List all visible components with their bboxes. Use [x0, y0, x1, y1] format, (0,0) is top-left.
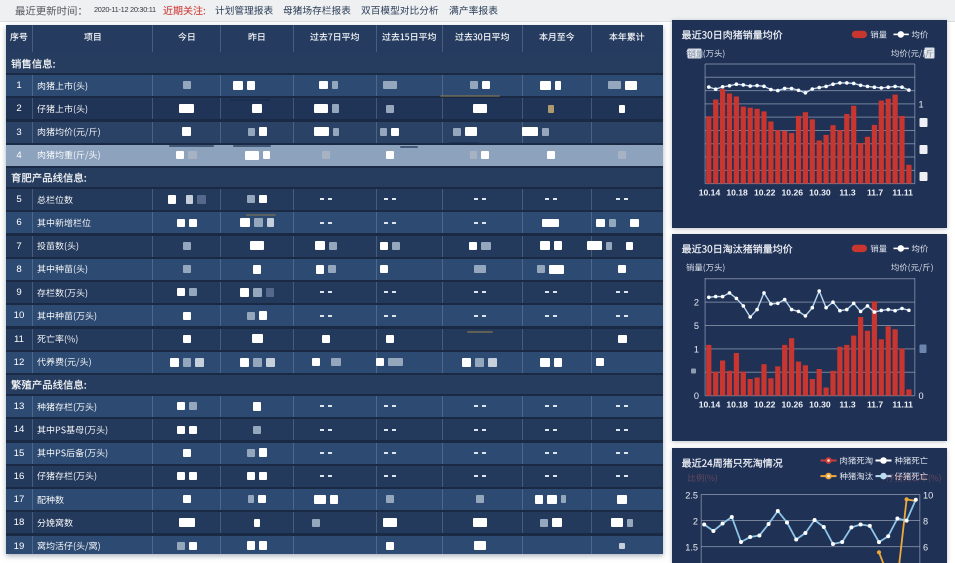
svg-text:1.5: 1.5	[685, 542, 698, 552]
svg-text:1: 1	[918, 99, 923, 109]
svg-text:1: 1	[693, 344, 698, 354]
svg-text:10.26: 10.26	[781, 399, 803, 409]
svg-text:10.26: 10.26	[781, 188, 803, 198]
svg-text:11.3: 11.3	[839, 399, 855, 409]
svg-text:10: 10	[923, 490, 933, 500]
svg-text:11.3: 11.3	[839, 188, 855, 198]
svg-text:10.22: 10.22	[753, 188, 775, 198]
svg-text:0: 0	[693, 391, 698, 401]
svg-text:10.30: 10.30	[809, 188, 831, 198]
svg-text:2.5: 2.5	[685, 490, 698, 500]
svg-text:10.18: 10.18	[726, 188, 748, 198]
svg-text:11.7: 11.7	[866, 188, 882, 198]
svg-text:11.11: 11.11	[892, 399, 913, 409]
svg-text:6: 6	[923, 542, 928, 552]
svg-text:11.7: 11.7	[866, 399, 882, 409]
svg-text:8: 8	[923, 516, 928, 526]
svg-text:5: 5	[693, 321, 698, 331]
svg-text:2: 2	[693, 297, 698, 307]
svg-text:11.11: 11.11	[892, 188, 913, 198]
svg-text:10.14: 10.14	[698, 399, 720, 409]
svg-text:2: 2	[692, 516, 697, 526]
svg-text:10.14: 10.14	[698, 188, 720, 198]
svg-text:10.18: 10.18	[726, 399, 748, 409]
svg-text:10.30: 10.30	[809, 399, 831, 409]
svg-text:0: 0	[918, 391, 923, 401]
svg-text:10.22: 10.22	[753, 399, 775, 409]
